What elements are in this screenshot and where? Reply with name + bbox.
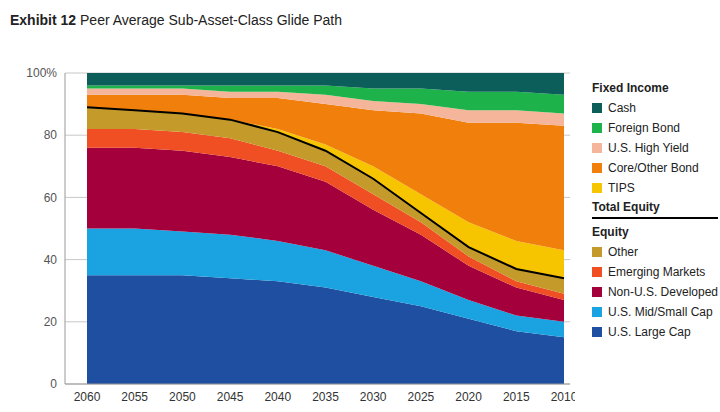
- svg-text:2050: 2050: [169, 390, 196, 404]
- svg-text:40: 40: [44, 253, 58, 267]
- html-text:U.S. Large Cap: U.S. Large Cap: [608, 325, 691, 339]
- html-text:Exhibit 12 Peer Average Sub-As: Exhibit 12 Peer Average Sub-Asset-Class …: [10, 12, 342, 28]
- svg-text:2015: 2015: [503, 390, 530, 404]
- html-text:Equity: Equity: [592, 225, 629, 239]
- svg-text:2055: 2055: [121, 390, 148, 404]
- html-text:Fixed Income: Fixed Income: [592, 81, 669, 95]
- svg-text:2040: 2040: [264, 390, 291, 404]
- html-text:Core/Other Bond: Core/Other Bond: [608, 161, 699, 175]
- svg-text:2025: 2025: [408, 390, 435, 404]
- svg-text:0: 0: [50, 377, 57, 391]
- svg-text:80: 80: [44, 128, 58, 142]
- svg-text:20: 20: [44, 315, 58, 329]
- html-text:Other: Other: [608, 245, 638, 259]
- svg-text:2035: 2035: [312, 390, 339, 404]
- html-text:Non-U.S. Developed: Non-U.S. Developed: [607, 285, 718, 299]
- svg-text:2030: 2030: [360, 390, 387, 404]
- html-text:U.S. Mid/Small Cap: U.S. Mid/Small Cap: [608, 305, 713, 319]
- svg-text:2010: 2010: [551, 390, 575, 404]
- html-text:TIPS: TIPS: [608, 181, 635, 195]
- html-text:Total Equity: Total Equity: [592, 200, 660, 214]
- html-text:U.S. High Yield: U.S. High Yield: [608, 141, 689, 155]
- html-text:Emerging Markets: Emerging Markets: [608, 265, 706, 279]
- svg-text:2045: 2045: [217, 390, 244, 404]
- svg-text:2060: 2060: [74, 390, 101, 404]
- html-text:Foreign Bond: Foreign Bond: [608, 121, 680, 135]
- svg-text:100%: 100%: [26, 66, 57, 80]
- html-text:Cash: Cash: [608, 101, 636, 115]
- svg-text:2020: 2020: [455, 390, 482, 404]
- svg-text:60: 60: [44, 191, 58, 205]
